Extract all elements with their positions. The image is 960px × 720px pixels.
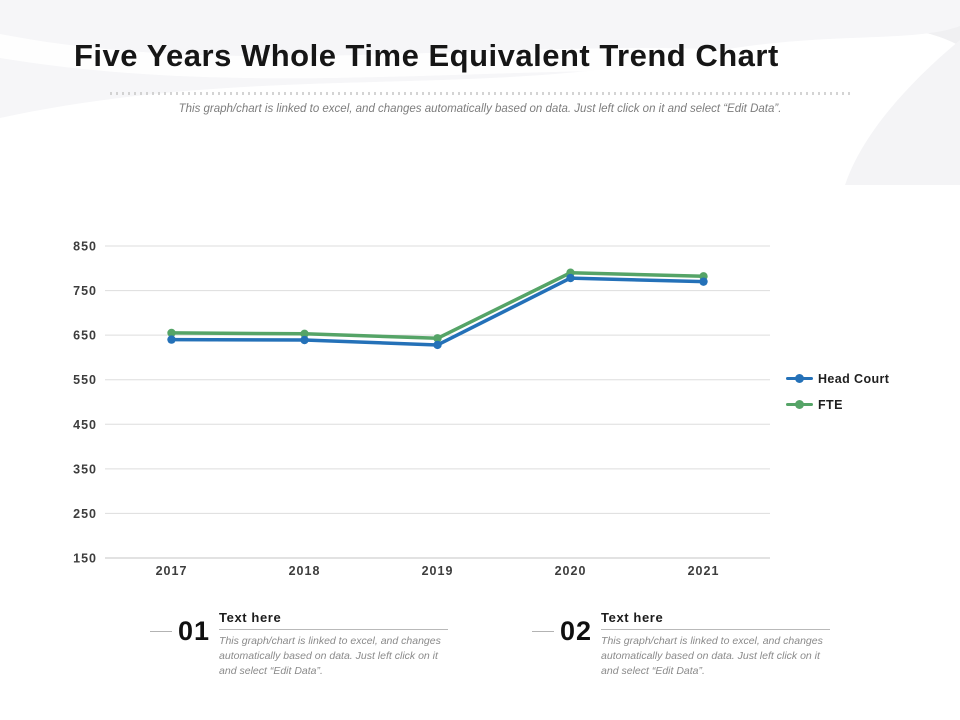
svg-text:450: 450 bbox=[73, 418, 97, 432]
note-number: 01 bbox=[178, 616, 211, 646]
note-dash bbox=[532, 631, 554, 632]
note-number: 02 bbox=[560, 616, 593, 646]
note-text: This graph/chart is linked to excel, and… bbox=[219, 635, 441, 678]
legend-item-head-court[interactable]: Head Court bbox=[786, 368, 889, 389]
legend-label: FTE bbox=[818, 397, 843, 412]
legend-label: Head Court bbox=[818, 371, 890, 386]
svg-text:850: 850 bbox=[73, 240, 97, 254]
svg-text:2018: 2018 bbox=[289, 564, 321, 578]
title-divider bbox=[110, 92, 852, 95]
trend-chart-canvas: 150 250 350 450 550 650 750 850 2017 2018 2019 2020… bbox=[73, 240, 770, 578]
svg-text:250: 250 bbox=[73, 507, 97, 521]
fte-line-swatch-icon bbox=[786, 400, 813, 409]
chart-legend: Head Court FTE bbox=[786, 368, 889, 420]
svg-text:2019: 2019 bbox=[422, 564, 454, 578]
legend-item-fte[interactable]: FTE bbox=[786, 394, 889, 415]
head-court-line-swatch-icon bbox=[786, 374, 813, 383]
svg-text:150: 150 bbox=[73, 552, 97, 566]
note-02: 02 Text here This graph/chart is linked … bbox=[532, 610, 831, 680]
svg-text:2017: 2017 bbox=[156, 564, 188, 578]
svg-text:350: 350 bbox=[73, 462, 97, 476]
trend-chart[interactable]: 150 250 350 450 550 650 750 850 2017 2018 2019 2020… bbox=[60, 230, 780, 590]
svg-text:750: 750 bbox=[73, 284, 97, 298]
note-title[interactable]: Text here bbox=[219, 610, 449, 630]
note-dash bbox=[150, 631, 172, 632]
svg-text:650: 650 bbox=[73, 329, 97, 343]
page-subtitle: This graph/chart is linked to excel, and… bbox=[178, 103, 782, 115]
svg-text:550: 550 bbox=[73, 373, 97, 387]
svg-text:2020: 2020 bbox=[555, 564, 587, 578]
background-wave bbox=[0, 0, 960, 185]
note-title[interactable]: Text here bbox=[601, 610, 831, 630]
note-01: 01 Text here This graph/chart is linked … bbox=[150, 610, 449, 680]
svg-text:2021: 2021 bbox=[688, 564, 720, 578]
page-title: Five Years Whole Time Equivalent Trend C… bbox=[74, 38, 779, 73]
note-text: This graph/chart is linked to excel, and… bbox=[601, 635, 823, 678]
